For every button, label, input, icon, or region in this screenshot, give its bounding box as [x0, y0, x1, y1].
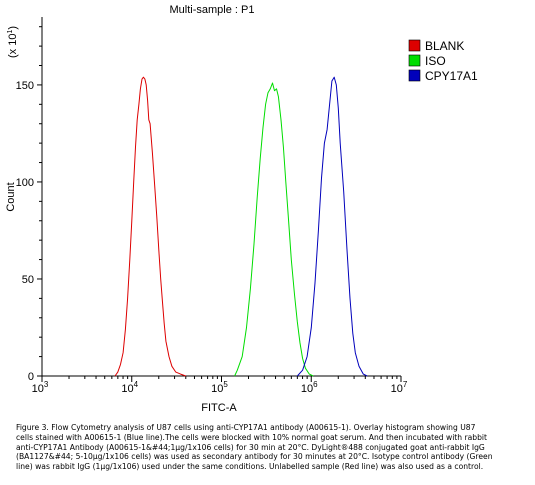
y-multiplier-label: (x 10: [7, 34, 19, 58]
figure-caption: Figure 3. Flow Cytometry analysis of U87…: [16, 423, 524, 472]
caption-line: cells stained with A00615-1 (Blue line).…: [16, 432, 488, 442]
y-tick-label: 100: [16, 177, 34, 189]
caption-line: (BA1127&#44; 5-10µg/1x106 cells) was use…: [16, 452, 493, 462]
y-tick-label: 0: [28, 371, 34, 383]
x-tick-label: 104: [121, 380, 138, 395]
series-cpy17a1-line: [296, 76, 368, 377]
x-tick-label: 105: [211, 380, 228, 395]
flow-cytometry-histogram: Multi-sample : P1 (x 101) Count FITC-A 0…: [5, 4, 478, 414]
legend-label-iso: ISO: [425, 54, 446, 68]
legend-swatch-cpy17a1: [408, 69, 421, 82]
x-tick-label: 106: [301, 380, 318, 395]
axes: 0 50 100 150 103 104 105 106 107: [16, 17, 408, 395]
caption-line: Figure 3. Flow Cytometry analysis of U87…: [16, 423, 476, 432]
legend-label-cpy17a1: CPY17A1: [425, 69, 478, 83]
y-multiplier-exponent: 1: [7, 30, 14, 34]
y-multiplier: (x 101): [7, 26, 19, 58]
series-layer: [114, 76, 368, 377]
caption-line: line) was rabbit IgG (1µg/1x106) used un…: [16, 462, 484, 472]
x-tick-label: 103: [32, 380, 49, 395]
y-axis-label: Count: [5, 182, 17, 211]
legend-label-blank: BLANK: [425, 39, 464, 53]
y-tick-label: 150: [16, 80, 34, 92]
series-iso-line: [234, 82, 314, 377]
chart-title: Multi-sample : P1: [170, 4, 255, 16]
x-tick-label: 107: [391, 380, 408, 395]
caption-line: anti-CYP17A1 Antibody (A00615-1&#44;1µg/…: [16, 442, 485, 452]
x-axis-label: FITC-A: [201, 402, 237, 414]
y-tick-label: 50: [22, 274, 34, 286]
legend-swatch-iso: [408, 54, 421, 67]
legend-swatch-blank: [408, 39, 421, 52]
series-blank-line: [114, 76, 186, 377]
